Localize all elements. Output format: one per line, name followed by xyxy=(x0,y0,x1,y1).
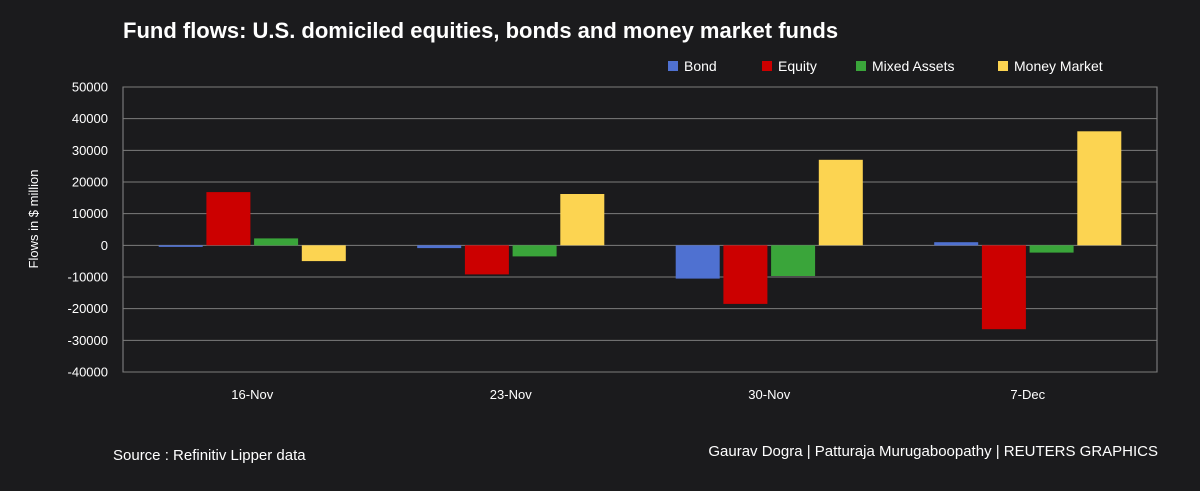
y-axis-label: Flows in $ million xyxy=(26,170,41,269)
x-tick-label: 16-Nov xyxy=(231,387,273,402)
plot-frame xyxy=(122,86,1158,373)
legend-swatch-equity xyxy=(762,61,772,71)
y-tick-label: -40000 xyxy=(68,365,108,380)
bar-bond-7-dec xyxy=(934,242,979,246)
y-tick-label: -10000 xyxy=(68,270,108,285)
y-tick-label: 30000 xyxy=(72,143,108,158)
legend-label-mixed-assets: Mixed Assets xyxy=(872,58,955,74)
y-axis-ticks: 50000 40000 30000 20000 10000 0 -10000 -20000 -3… xyxy=(68,80,108,380)
y-tick-label: 20000 xyxy=(72,175,108,190)
legend-label-bond: Bond xyxy=(684,58,717,74)
legend-swatch-bond xyxy=(668,61,678,71)
legend-item-bond: Bond xyxy=(668,58,762,74)
legend-label-equity: Equity xyxy=(778,58,817,74)
bar-mixed-assets-16-nov xyxy=(254,238,299,246)
x-axis-ticks: 16-Nov 23-Nov 30-Nov 7-Dec xyxy=(231,387,1045,402)
y-tick-label: 0 xyxy=(101,238,108,253)
y-tick-label: 40000 xyxy=(72,111,108,126)
bar-money-market-23-nov xyxy=(560,194,605,246)
bar-equity-16-nov xyxy=(206,192,251,246)
y-tick-label: -20000 xyxy=(68,301,108,316)
bar-bond-23-nov xyxy=(417,245,462,249)
source-note: Source : Refinitiv Lipper data xyxy=(113,447,306,464)
legend-item-money-market: Money Market xyxy=(998,58,1103,74)
legend-swatch-mixed-assets xyxy=(856,61,866,71)
legend: Bond Equity Mixed Assets Money Market xyxy=(668,58,1103,74)
bar-equity-30-nov xyxy=(723,245,768,304)
legend-label-money-market: Money Market xyxy=(1014,58,1103,74)
legend-item-mixed-assets: Mixed Assets xyxy=(856,58,998,74)
bars xyxy=(158,131,1122,330)
gridlines xyxy=(122,86,1158,373)
legend-item-equity: Equity xyxy=(762,58,856,74)
bar-mixed-assets-7-dec xyxy=(1029,245,1074,253)
x-tick-label: 7-Dec xyxy=(1010,387,1045,402)
y-tick-label: 50000 xyxy=(72,80,108,95)
bar-mixed-assets-23-nov xyxy=(512,245,557,257)
bar-equity-23-nov xyxy=(464,245,509,275)
bar-money-market-30-nov xyxy=(818,159,863,246)
chart-title: Fund flows: U.S. domiciled equities, bon… xyxy=(123,18,839,43)
y-tick-label: -30000 xyxy=(68,333,108,348)
bar-bond-30-nov xyxy=(675,245,720,279)
bar-money-market-16-nov xyxy=(301,245,346,262)
bar-money-market-7-dec xyxy=(1077,131,1122,246)
y-tick-label: 10000 xyxy=(72,206,108,221)
x-tick-label: 30-Nov xyxy=(748,387,790,402)
bar-mixed-assets-30-nov xyxy=(771,245,816,276)
bar-equity-7-dec xyxy=(981,245,1026,330)
credits: Gaurav Dogra | Patturaja Murugaboopathy … xyxy=(708,443,1158,460)
x-tick-label: 23-Nov xyxy=(490,387,532,402)
legend-swatch-money-market xyxy=(998,61,1008,71)
bar-bond-16-nov xyxy=(158,245,203,247)
